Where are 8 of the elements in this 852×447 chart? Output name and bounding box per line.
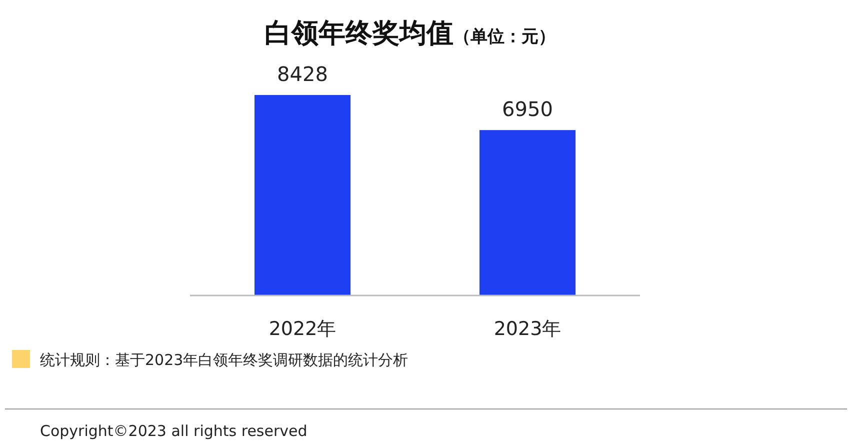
text: Copyright©2023 all rights reserved (40, 422, 308, 440)
data-label: 6950 (502, 97, 553, 122)
x-tick-label: 2023年 (494, 318, 562, 340)
chart-title: 白领年终奖均值 (264, 18, 454, 49)
chart-subtitle: （单位：元） (454, 27, 556, 47)
text: 统计规则：基于2023年白领年终奖调研数据的统计分析 (40, 351, 408, 369)
x-tick-label: 2022年 (268, 318, 336, 340)
data-label: 8428 (277, 62, 328, 86)
